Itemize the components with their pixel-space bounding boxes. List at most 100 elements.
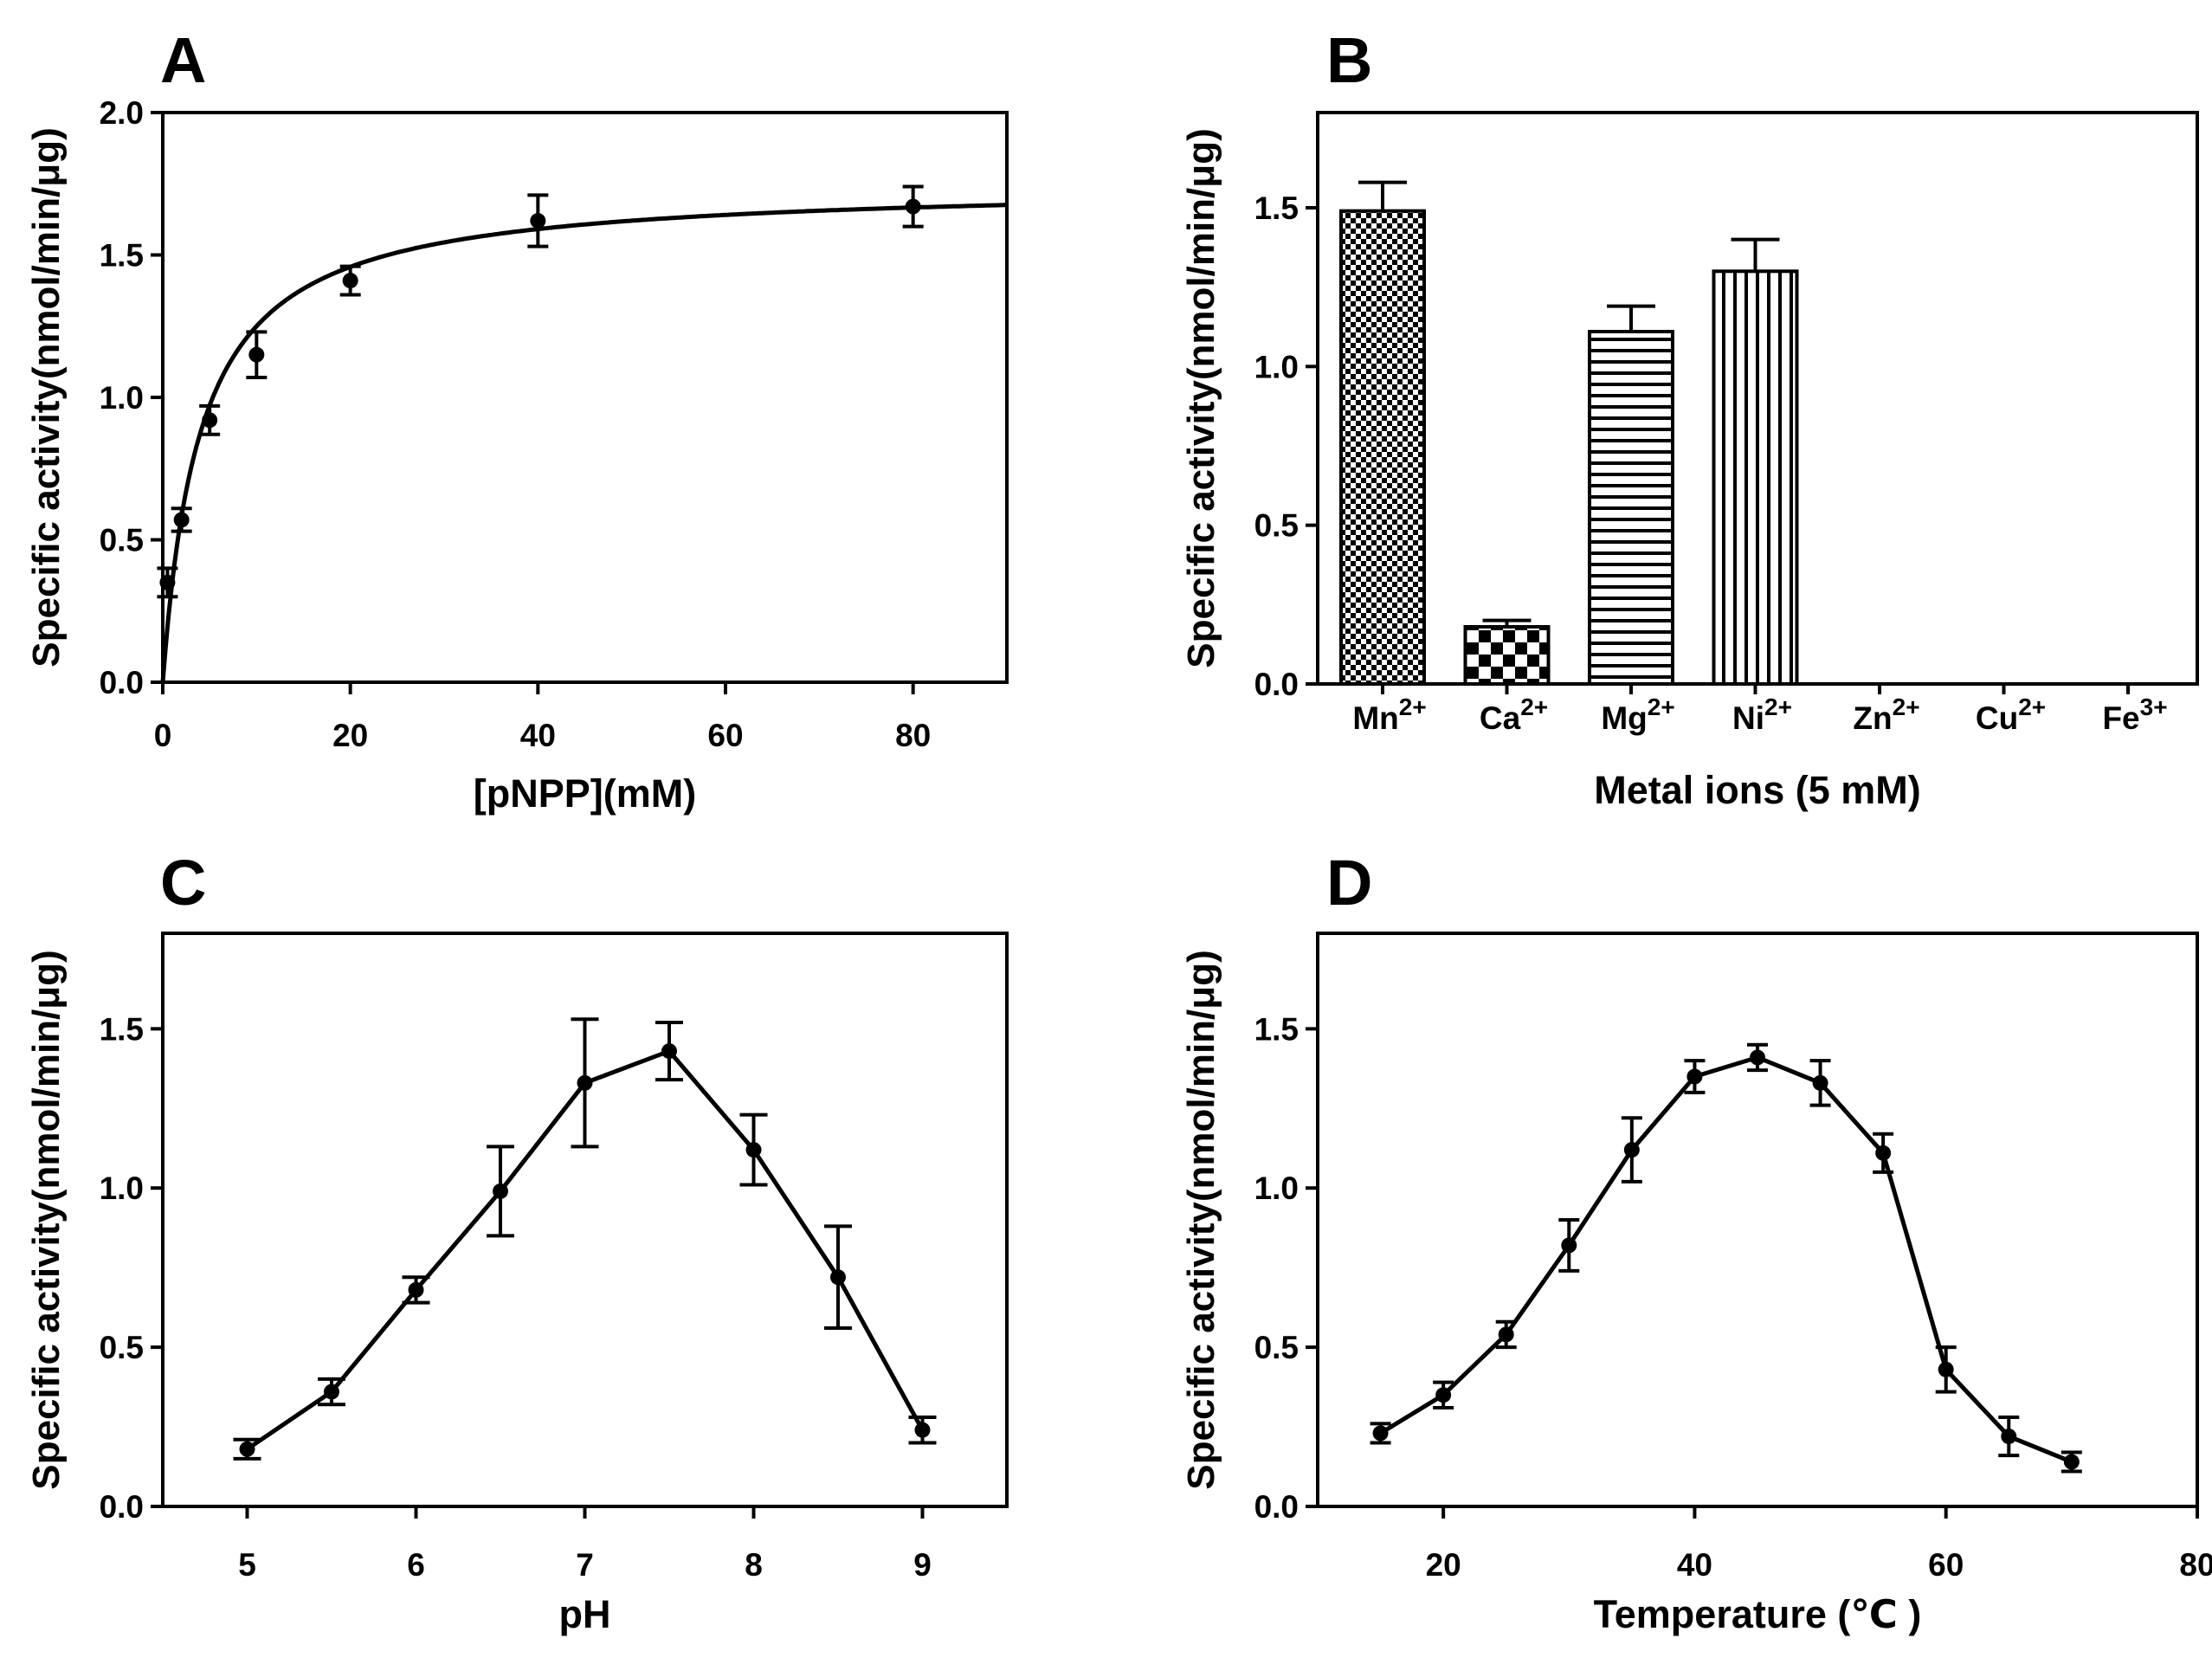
- data-point: [2001, 1429, 2017, 1445]
- data-point: [530, 213, 546, 229]
- panel-label: B: [1326, 24, 1372, 96]
- x-tick-label: 40: [520, 718, 556, 753]
- ion-charge: 2+: [2018, 693, 2046, 720]
- y-tick-label: 1.5: [1254, 1011, 1299, 1047]
- x-tick-label: Ca2+: [1480, 693, 1548, 736]
- y-tick-label: 0.0: [1254, 667, 1299, 702]
- ion-charge: 2+: [1764, 693, 1792, 720]
- data-point: [1498, 1326, 1514, 1343]
- plot-frame: [161, 111, 1009, 684]
- bar: [1712, 269, 1799, 686]
- panel-d: D 0.0 0.5 1.0 1.5 Specific activity(nmol/min/…: [1180, 847, 2212, 1636]
- x-axis-title: [pNPP](mM): [474, 771, 696, 816]
- panel-c: C 0.0 0.5 1.0 1.5 Specific activity(nmol/min/…: [25, 847, 1009, 1636]
- x-tick-label: 20: [332, 718, 368, 753]
- x-tick-label: 80: [895, 718, 931, 753]
- data-point: [830, 1269, 846, 1286]
- error-bar: [1607, 304, 1655, 332]
- data-point: [202, 412, 218, 429]
- ion-charge: 2+: [1648, 693, 1675, 720]
- y-axis-title: Specific activity(nmol/min/μg): [1180, 128, 1222, 668]
- y-tick-label: 1.0: [100, 1171, 144, 1206]
- data-point: [914, 1422, 931, 1438]
- y-tick-label: 0.5: [1254, 1330, 1299, 1365]
- data-point: [1938, 1361, 1954, 1377]
- y-tick-label: 1.0: [1254, 349, 1299, 384]
- y-tick-label: 0.0: [100, 1489, 144, 1525]
- bar: [1588, 330, 1674, 686]
- data-point: [2063, 1454, 2080, 1470]
- ion-charge: 2+: [1399, 693, 1427, 720]
- bar: [1339, 209, 1426, 686]
- ion-symbol: Fe: [2102, 700, 2139, 736]
- x-tick-label: 80: [2179, 1547, 2212, 1583]
- y-tick-label: 1.0: [1254, 1171, 1299, 1206]
- y-tick-label: 0.0: [1254, 1489, 1299, 1525]
- y-tick-label: 0.5: [100, 523, 144, 558]
- y-tick-label: 0.5: [1254, 508, 1299, 544]
- panel-b: B 0.0 0.5 1.0 1.5 Specific activity(nmol/min/…: [1180, 24, 2199, 812]
- x-tick-label: Mg2+: [1601, 693, 1674, 736]
- data-point: [408, 1281, 424, 1298]
- data-point: [1812, 1074, 1828, 1091]
- x-tick-label: Ni2+: [1732, 693, 1792, 736]
- y-tick-label: 0.5: [100, 1330, 144, 1365]
- panel-label: A: [160, 24, 206, 96]
- plot-frame: [1316, 932, 2199, 1508]
- x-tick-label: Mn2+: [1352, 693, 1426, 736]
- y-axis-title: Specific activity(nmol/min/μg): [1180, 950, 1222, 1489]
- ion-symbol: Zn: [1853, 700, 1892, 736]
- data-point: [1750, 1049, 1765, 1066]
- x-tick-label: 20: [1426, 1547, 1461, 1583]
- ion-symbol: Ni: [1732, 700, 1764, 736]
- bar: [1463, 625, 1551, 686]
- x-tick-label: 8: [745, 1547, 763, 1583]
- data-point: [324, 1383, 339, 1400]
- y-tick-label: 1.5: [100, 238, 144, 274]
- data-point: [173, 512, 190, 528]
- data-point: [248, 346, 265, 363]
- data-point: [1686, 1068, 1703, 1085]
- data-point: [1372, 1425, 1389, 1441]
- ion-charge: 2+: [1893, 693, 1920, 720]
- data-point: [661, 1043, 677, 1060]
- ion-symbol: Cu: [1976, 700, 2018, 736]
- data-point: [1623, 1142, 1640, 1158]
- data-point: [1561, 1237, 1577, 1254]
- ion-symbol: Mg: [1601, 700, 1647, 736]
- x-tick-label: 40: [1677, 1547, 1712, 1583]
- y-tick-label: 1.5: [1254, 190, 1299, 226]
- error-bar: [1358, 180, 1407, 211]
- y-tick-label: 1.0: [100, 380, 144, 416]
- x-tick-label: 9: [913, 1547, 932, 1583]
- y-tick-label: 1.5: [100, 1011, 144, 1047]
- x-axis-title: pH: [559, 1592, 611, 1636]
- panel-label: D: [1326, 847, 1372, 919]
- y-axis-title: Specific activity(nmol/min/μg): [25, 127, 68, 667]
- data-point: [159, 574, 176, 590]
- x-tick-label: 60: [707, 718, 743, 753]
- data-point: [905, 198, 921, 215]
- ion-symbol: Ca: [1480, 700, 1521, 736]
- data-point: [239, 1441, 255, 1457]
- y-tick-label: 0.0: [100, 665, 144, 700]
- x-axis-title: Metal ions (5 mM): [1594, 768, 1921, 812]
- y-axis-title: Specific activity(nmol/min/μg): [25, 950, 68, 1489]
- x-tick-label: Fe3+: [2102, 693, 2167, 736]
- x-axis-title: Temperature (℃ ): [1594, 1592, 1922, 1636]
- fit-curve: [160, 203, 1007, 683]
- panel-a: A 0.0 0.5 1.0 1.5 2.0 Specific activity(nmol/m…: [25, 24, 1009, 816]
- data-point: [342, 273, 358, 289]
- data-point: [745, 1142, 762, 1158]
- panel-label: C: [160, 847, 206, 919]
- series-line: [1379, 1055, 2073, 1464]
- x-tick-label: 7: [576, 1547, 594, 1583]
- x-tick-label: Cu2+: [1976, 693, 2046, 736]
- x-tick-label: 60: [1928, 1547, 1964, 1583]
- x-tick-label: 0: [154, 718, 172, 753]
- error-bar: [1731, 237, 1780, 272]
- data-point: [577, 1074, 593, 1091]
- data-point: [493, 1183, 508, 1199]
- ion-charge: 3+: [2140, 693, 2168, 720]
